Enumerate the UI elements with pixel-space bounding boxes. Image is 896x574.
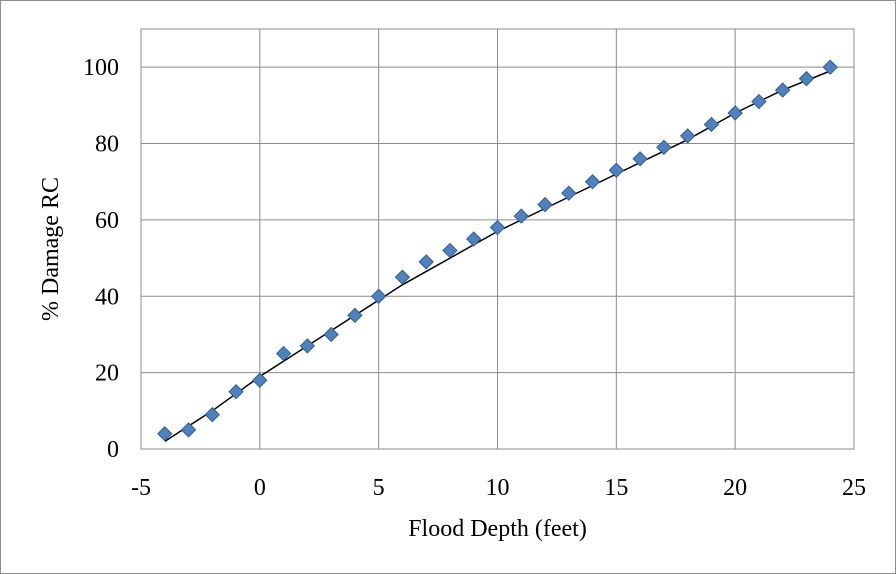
y-tick-label: 60 — [95, 208, 119, 234]
x-tick-label: 5 — [373, 475, 385, 501]
data-point — [299, 338, 316, 354]
data-point — [679, 128, 696, 144]
data-point — [751, 93, 767, 110]
data-point — [774, 82, 791, 98]
data-point — [632, 151, 648, 167]
data-point — [584, 174, 601, 190]
data-point — [442, 242, 458, 259]
x-tick-label: 25 — [842, 475, 866, 501]
x-tick-label: 0 — [254, 475, 266, 501]
y-tick-label: 80 — [95, 132, 119, 158]
vertical-gridlines — [140, 29, 855, 449]
x-tick-label: -5 — [131, 475, 151, 501]
y-axis-title: % Damage RC — [38, 177, 64, 321]
plot-area — [140, 28, 855, 450]
data-point — [252, 372, 268, 388]
data-point — [513, 208, 529, 224]
data-point — [370, 288, 387, 304]
x-tick-label: 10 — [486, 475, 510, 501]
data-point — [561, 185, 577, 201]
x-tick-label: 15 — [604, 475, 628, 501]
data-point — [798, 70, 815, 87]
data-point — [323, 326, 339, 343]
y-tick-label: 40 — [95, 284, 119, 310]
x-tick-labels: -5 0 5 10 15 20 25 — [131, 475, 866, 501]
data-point — [608, 162, 625, 178]
data-point — [489, 219, 506, 236]
data-markers — [157, 59, 838, 442]
x-axis-title: Flood Depth (feet) — [408, 516, 587, 542]
data-point — [228, 384, 244, 400]
data-point — [394, 269, 411, 285]
data-point — [157, 426, 173, 442]
y-tick-labels: 0 20 40 60 80 100 — [83, 55, 119, 463]
data-point — [727, 105, 743, 121]
data-point — [418, 254, 434, 270]
y-tick-label: 0 — [107, 437, 119, 463]
data-point — [275, 345, 292, 362]
x-tick-label: 20 — [723, 475, 747, 501]
data-point — [204, 406, 221, 423]
data-point — [703, 116, 720, 133]
data-point — [656, 139, 672, 156]
data-point — [180, 422, 197, 438]
y-tick-label: 20 — [95, 361, 119, 387]
y-tick-label: 100 — [83, 55, 119, 81]
data-point — [466, 231, 482, 247]
data-point — [537, 196, 553, 213]
data-point — [347, 307, 363, 324]
data-point — [822, 59, 838, 75]
